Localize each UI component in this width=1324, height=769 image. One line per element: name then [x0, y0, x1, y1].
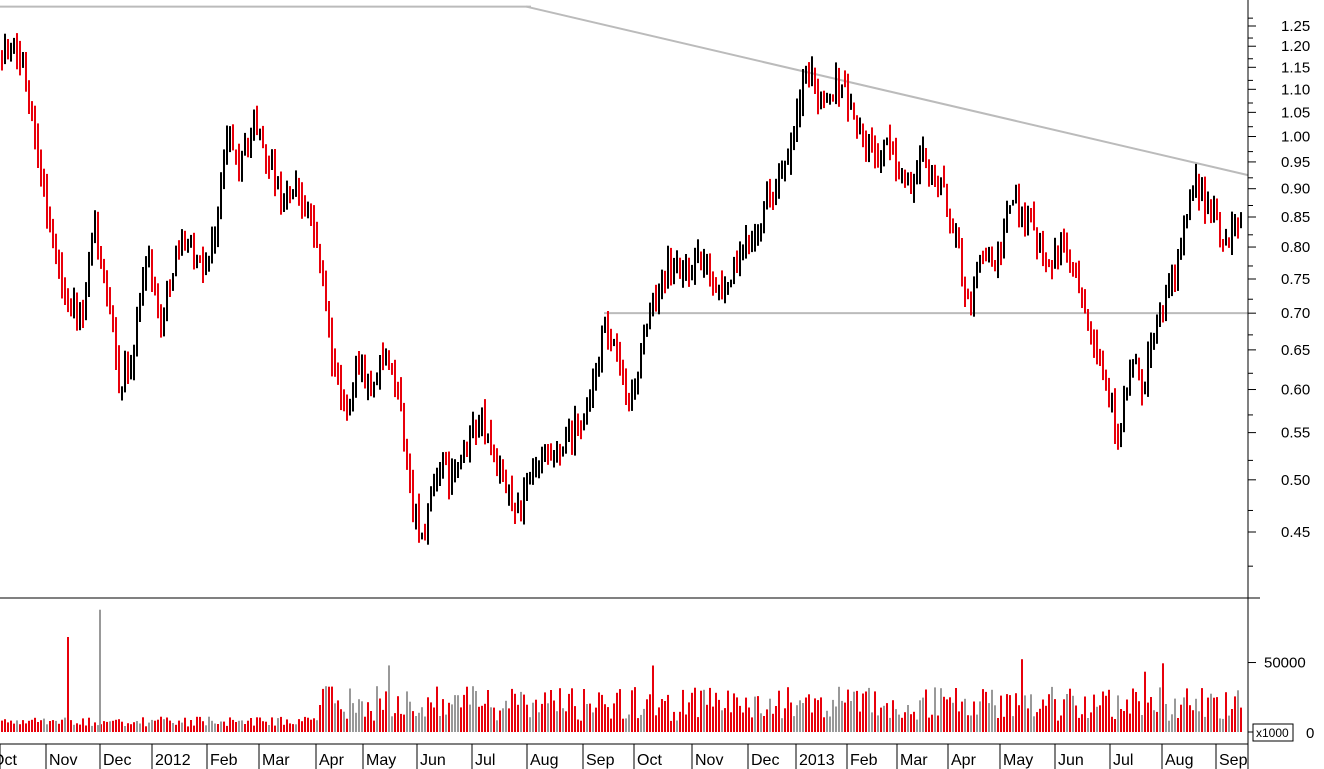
x-tick-label: Dec	[103, 752, 131, 769]
x-tick-label: Mar	[262, 752, 290, 769]
x-tick-label: Apr	[319, 752, 345, 769]
resistance-trendline	[525, 5, 1249, 177]
x-tick-label: Mar	[900, 752, 928, 769]
y-tick-label: 1.05	[1281, 104, 1310, 121]
x-tick-label: Jul	[475, 752, 495, 769]
y-tick-label: 0.85	[1281, 209, 1310, 226]
x-tick-label: Aug	[530, 752, 558, 769]
x-tick-label: Oct	[637, 752, 662, 769]
y-tick-label: 1.10	[1281, 81, 1310, 98]
y-tick-label: 0.45	[1281, 524, 1310, 541]
y-tick-label: 1.00	[1281, 129, 1310, 146]
y-tick-label: 0.65	[1281, 342, 1310, 359]
x-tick-label: 2013	[799, 752, 835, 769]
y-tick-label: 0.55	[1281, 425, 1310, 442]
x-tick-label: Jun	[1058, 752, 1084, 769]
x-tick-label: 2012	[155, 752, 191, 769]
y-tick-label: 0.50	[1281, 472, 1310, 489]
price-panel	[0, 0, 1249, 598]
x-tick-label: Feb	[850, 752, 878, 769]
y-tick-label: 1.15	[1281, 59, 1310, 76]
volume-tick-label: 50000	[1264, 655, 1306, 672]
x-tick-label: Jun	[420, 752, 446, 769]
x-tick-label: Oct	[0, 752, 17, 769]
x-tick-label: Feb	[210, 752, 238, 769]
volume-tick-label: 0	[1306, 725, 1314, 742]
x-tick-label: Jul	[1113, 752, 1133, 769]
x-tick-label: May	[366, 752, 396, 769]
x-tick-label: Sep	[1219, 752, 1248, 769]
price-bars	[1, 33, 1242, 545]
x-tick-label: Apr	[951, 752, 977, 769]
price-y-axis: 1.25 1.20 1.15 1.10 1.05 1.00 0.95 0.90 0.85 0.80…	[1248, 17, 1310, 567]
y-tick-label: 0.75	[1281, 271, 1310, 288]
x-tick-label: May	[1003, 752, 1033, 769]
volume-bars	[1, 609, 1242, 732]
volume-panel	[1, 609, 1242, 732]
y-tick-label: 0.95	[1281, 154, 1310, 171]
price-panel-frame	[0, 0, 1248, 598]
y-tick-label: 0.90	[1281, 181, 1310, 198]
y-tick-label: 0.60	[1281, 382, 1310, 399]
y-tick-label: 0.80	[1281, 239, 1310, 256]
y-tick-label: 1.25	[1281, 18, 1310, 35]
x-tick-label: Nov	[695, 752, 723, 769]
x-tick-label: Nov	[49, 752, 77, 769]
time-x-axis: Oct Nov Dec 2012 Feb Mar Apr May Jun Jul Aug Sep Oct…	[0, 744, 1248, 769]
y-tick-label: 0.70	[1281, 305, 1310, 322]
panel-borders	[0, 0, 1260, 769]
volume-multiplier-label: x1000	[1256, 726, 1289, 740]
multiplier-frame	[1252, 723, 1294, 742]
x-tick-label: Sep	[586, 752, 615, 769]
y-tick-label: 1.20	[1281, 38, 1310, 55]
x-tick-label: Aug	[1165, 752, 1193, 769]
guide-lines	[0, 5, 1249, 315]
volume-multiplier-box: x1000	[1252, 723, 1294, 742]
x-tick-label: Dec	[751, 752, 779, 769]
